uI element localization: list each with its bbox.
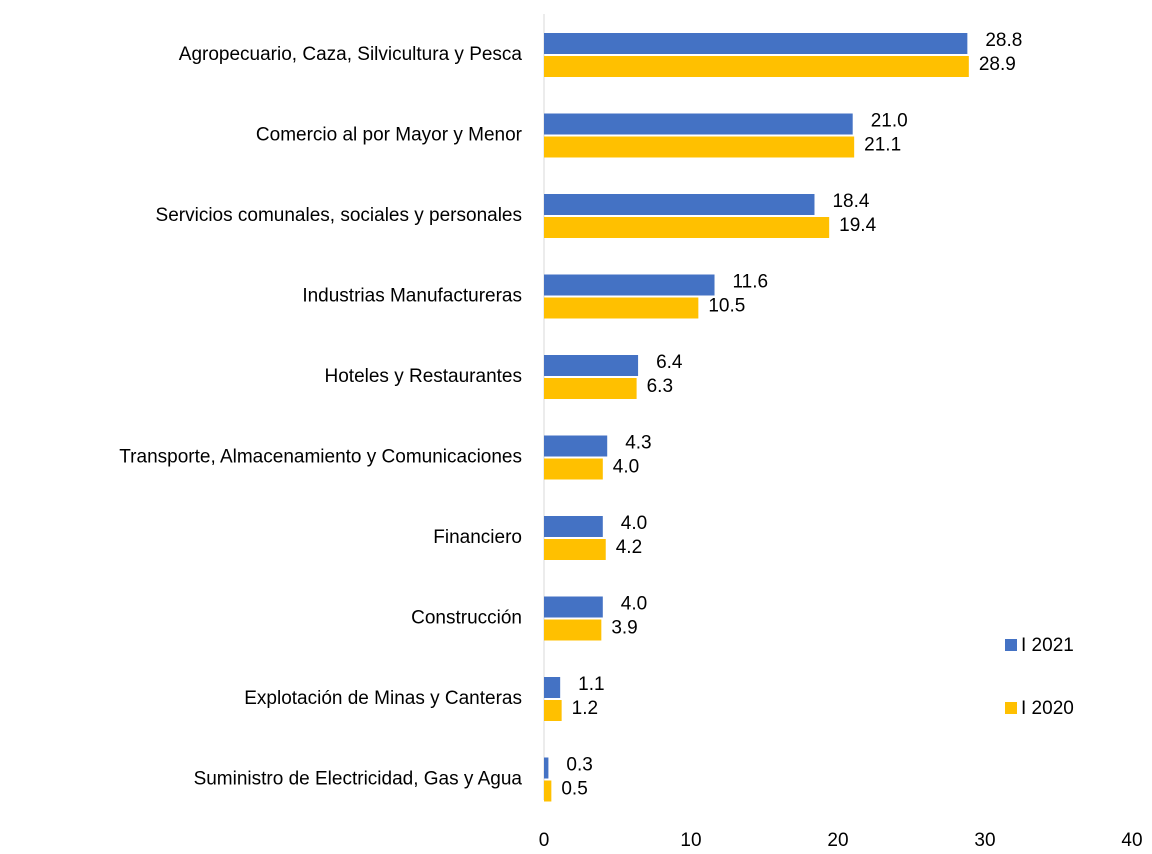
- y-tick-label: Transporte, Almacenamiento y Comunicacio…: [119, 447, 522, 468]
- bar: [544, 596, 603, 618]
- data-label: 4.0: [621, 594, 647, 615]
- data-label: 6.3: [647, 376, 673, 397]
- y-tick-label: Agropecuario, Caza, Silvicultura y Pesca: [179, 44, 523, 65]
- y-tick-label: Hoteles y Restaurantes: [325, 366, 523, 387]
- bar: [544, 619, 602, 641]
- bar: [544, 33, 968, 54]
- data-label: 4.0: [613, 457, 639, 478]
- legend-label: I 2020: [1021, 698, 1074, 719]
- bar: [544, 780, 552, 802]
- x-tick-label: 0: [539, 830, 550, 851]
- bar: [544, 378, 637, 399]
- data-label: 0.3: [566, 755, 592, 776]
- bar: [544, 355, 639, 376]
- bar: [544, 677, 561, 698]
- data-label: 0.5: [561, 779, 587, 800]
- bar: [544, 113, 853, 135]
- data-label: 19.4: [839, 215, 876, 236]
- data-label: 18.4: [832, 191, 869, 212]
- bar: [544, 136, 855, 158]
- bar: [544, 757, 549, 779]
- bar: [544, 516, 603, 537]
- data-label: 1.2: [572, 698, 598, 719]
- y-tick-label: Servicios comunales, sociales y personal…: [156, 205, 522, 226]
- bar: [544, 458, 603, 480]
- data-label: 4.0: [621, 513, 647, 534]
- data-label: 10.5: [708, 296, 745, 317]
- data-label: 4.2: [616, 537, 642, 558]
- bar: [544, 297, 699, 319]
- bar: [544, 194, 815, 215]
- x-tick-label: 10: [680, 830, 701, 851]
- data-label: 4.3: [625, 433, 651, 454]
- x-tick-label: 20: [827, 830, 848, 851]
- bar: [544, 700, 562, 721]
- y-tick-label: Construcción: [411, 608, 522, 629]
- y-tick-label: Financiero: [433, 527, 522, 548]
- data-label: 3.9: [611, 618, 637, 639]
- data-label: 28.8: [985, 30, 1022, 51]
- y-tick-label: Comercio al por Mayor y Menor: [256, 125, 523, 146]
- data-label: 21.0: [871, 111, 908, 132]
- bar: [544, 539, 606, 560]
- data-label: 21.1: [864, 135, 901, 156]
- data-label: 1.1: [578, 674, 604, 695]
- data-label: 28.9: [979, 54, 1016, 75]
- y-tick-label: Suministro de Electricidad, Gas y Agua: [194, 769, 523, 790]
- bar: [544, 56, 969, 77]
- data-label: 11.6: [733, 272, 769, 293]
- bar: [544, 274, 715, 296]
- x-tick-label: 40: [1121, 830, 1142, 851]
- legend-label: I 2021: [1021, 635, 1074, 656]
- y-tick-label: Explotación de Minas y Canteras: [244, 688, 522, 709]
- y-tick-label: Industrias Manufactureras: [302, 286, 522, 307]
- bar: [544, 435, 608, 457]
- legend-swatch: [1005, 702, 1017, 714]
- data-label: 6.4: [656, 352, 683, 373]
- x-tick-label: 30: [974, 830, 995, 851]
- legend-swatch: [1005, 639, 1017, 651]
- bar: [544, 217, 830, 238]
